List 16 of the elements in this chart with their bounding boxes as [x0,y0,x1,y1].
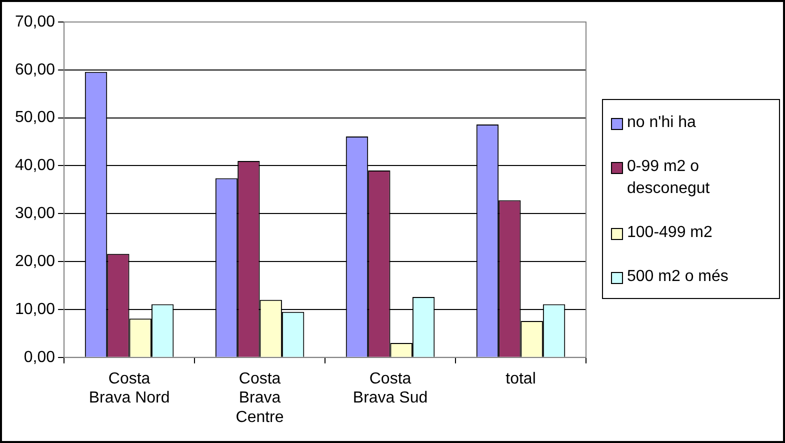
x-tick-label: Costa Brava Nord [88,370,170,407]
x-tick-label: Costa Brava Centre [236,370,284,426]
y-tick-label: 50,00 [14,109,56,126]
legend-label: 0-99 m2 o desconegut [627,157,711,199]
y-tick-label: 40,00 [14,157,56,174]
y-tick-label: 0,00 [24,348,56,366]
y-tick-label: 30,00 [14,205,56,222]
x-tick-label: Costa Brava Sud [352,370,428,407]
legend-label: no n'hi ha [627,113,696,133]
y-tick-label: 60,00 [14,61,56,78]
legend-label: 500 m2 o més [627,267,728,287]
x-tick-label: total [506,370,536,388]
y-tick-label: 10,00 [14,300,56,318]
y-tick-label: 20,00 [14,252,56,270]
y-tick-label: 70,00 [14,13,56,30]
legend-label: 100-499 m2 [627,223,712,243]
